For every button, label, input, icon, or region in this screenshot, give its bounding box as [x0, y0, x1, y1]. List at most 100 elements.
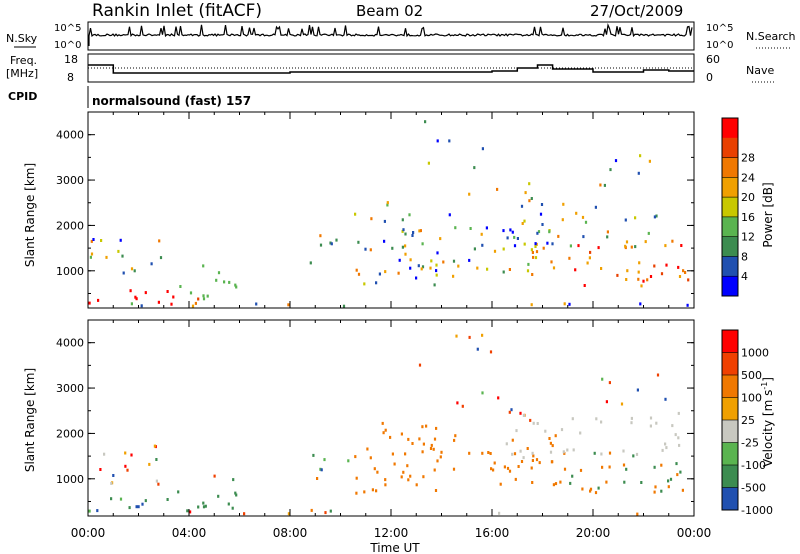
heatmap-cell: [418, 363, 422, 367]
heatmap-cell: [675, 462, 678, 466]
heatmap-cell: [623, 480, 626, 484]
heatmap-cell: [485, 226, 488, 230]
colorbar-segment: [722, 236, 738, 257]
heatmap-cell: [490, 467, 493, 471]
sky-tick-top: 10^5: [54, 23, 81, 34]
heatmap-cell: [519, 449, 522, 453]
heatmap-cell: [552, 266, 556, 270]
heatmap-cell: [537, 230, 541, 234]
heatmap-cell: [649, 275, 653, 278]
heatmap-cell: [647, 231, 650, 235]
heatmap-cell: [560, 428, 564, 432]
heatmap-cell: [514, 477, 517, 481]
heatmap-cell: [625, 467, 628, 471]
heatmap-cell: [649, 416, 653, 420]
x-tick-label: 08:00: [273, 526, 308, 540]
heatmap-cell: [468, 192, 471, 196]
colorbar-tick-label: 4: [741, 270, 748, 283]
heatmap-cell: [448, 139, 451, 143]
heatmap-cell: [452, 259, 456, 263]
heatmap-cell: [671, 239, 674, 243]
heatmap-cell: [409, 266, 412, 270]
heatmap-cell: [489, 350, 493, 354]
heatmap-cell: [600, 452, 603, 456]
heatmap-cell: [680, 244, 683, 247]
heatmap-cell: [150, 262, 153, 266]
heatmap-cell: [579, 431, 582, 435]
sky-tick-bottom: 10^0: [54, 40, 81, 51]
heatmap-cell: [323, 458, 326, 462]
frequency-trace: [88, 64, 694, 74]
heatmap-cell: [568, 302, 571, 306]
heatmap-cell: [124, 464, 127, 468]
heatmap-cell: [486, 267, 489, 271]
heatmap-cell: [481, 147, 484, 151]
heatmap-cell: [678, 275, 682, 278]
heatmap-cell: [406, 464, 409, 468]
heatmap-cell: [384, 270, 387, 274]
heatmap-cell: [130, 267, 134, 271]
heatmap-cell: [653, 465, 656, 469]
search-tick-top: 10^5: [706, 23, 733, 34]
time-axis-label: Time UT: [369, 541, 420, 554]
heatmap-cell: [639, 302, 642, 306]
heatmap-cell: [206, 294, 209, 298]
heatmap-cell: [549, 441, 552, 445]
heatmap-cell: [329, 509, 332, 513]
heatmap-cell: [540, 203, 544, 206]
heatmap-cell: [354, 212, 357, 216]
heatmap-cell: [117, 249, 120, 253]
heatmap-cell: [608, 451, 612, 455]
heatmap-cell: [581, 487, 584, 491]
heatmap-cell: [684, 271, 687, 274]
heatmap-cell: [137, 505, 140, 509]
heatmap-cell: [105, 255, 108, 259]
heatmap-cell: [129, 289, 132, 293]
heatmap-cell: [90, 252, 94, 256]
heatmap-cell: [389, 435, 392, 439]
heatmap-cell: [502, 229, 505, 233]
cpid-label: CPID: [8, 90, 37, 103]
heatmap-cell: [527, 262, 530, 266]
heatmap-cell: [397, 271, 400, 275]
heatmap-cell: [664, 397, 667, 401]
heatmap-cell: [513, 452, 517, 456]
heatmap-cell: [312, 453, 315, 457]
heatmap-cell: [130, 302, 133, 306]
heatmap-cell: [648, 159, 651, 163]
colorbar-segment: [722, 197, 738, 218]
heatmap-cell: [235, 285, 238, 289]
heatmap-cell: [687, 278, 690, 282]
velocity-ylabel: Slant Range [km]: [23, 368, 37, 472]
heatmap-cell: [415, 276, 418, 280]
heatmap-cell: [481, 243, 484, 247]
colorbar-tick-label: 500: [741, 369, 762, 382]
power-axes: 1000 2000 3000 4000: [56, 112, 695, 308]
heatmap-cell: [481, 451, 484, 455]
heatmap-cell: [393, 462, 396, 466]
colorbar-segment: [722, 442, 738, 466]
heatmap-cell: [605, 480, 608, 484]
x-tick-label: 20:00: [576, 526, 611, 540]
heatmap-cell: [448, 213, 451, 217]
heatmap-cell: [435, 426, 438, 430]
colorbar-tick-label: 8: [741, 250, 748, 263]
heatmap-cell: [640, 481, 643, 484]
heatmap-cell: [679, 470, 682, 474]
heatmap-cell: [521, 222, 524, 225]
heatmap-cell: [411, 234, 414, 237]
heatmap-cell: [614, 159, 618, 163]
heatmap-cell: [391, 452, 394, 456]
heatmap-cell: [520, 460, 524, 463]
heatmap-cell: [581, 215, 585, 219]
colorbar-tick-label: 25: [741, 414, 755, 427]
y-tick-label: 4000: [56, 337, 84, 350]
heatmap-cell: [186, 509, 189, 513]
heatmap-cell: [172, 295, 175, 299]
heatmap-cell: [124, 451, 127, 455]
heatmap-cell: [686, 303, 689, 307]
nave-label: Nave: [746, 64, 774, 77]
heatmap-cell: [386, 201, 389, 205]
heatmap-cell: [227, 502, 230, 506]
heatmap-cell: [310, 508, 313, 512]
